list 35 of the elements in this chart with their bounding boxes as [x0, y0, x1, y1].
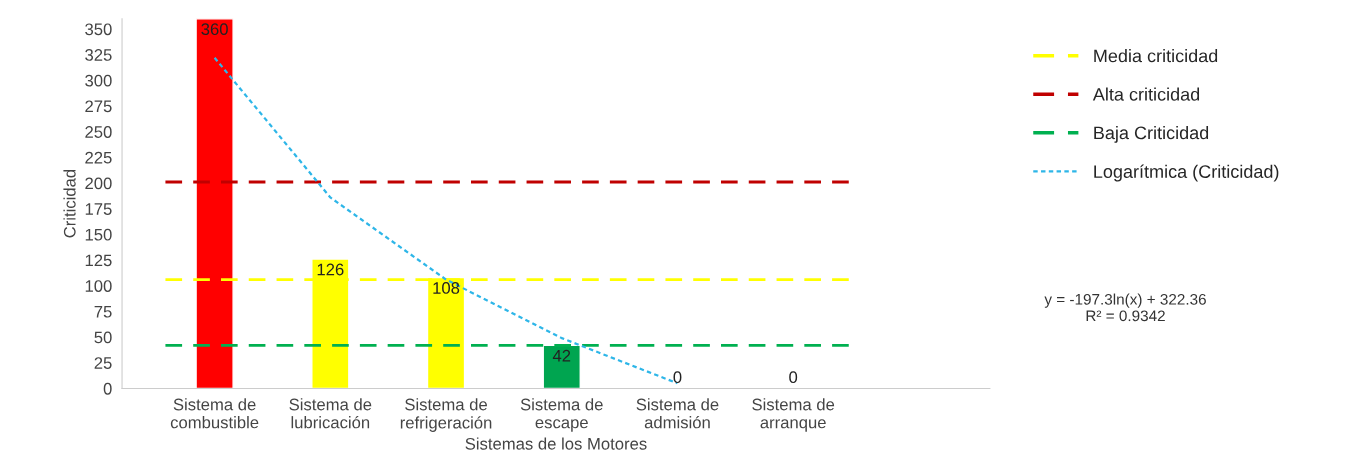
x-tick-label: Sistema de refrigeración	[400, 398, 492, 432]
y-tick-label: 0	[103, 382, 112, 395]
x-tick-label: Sistema de escape	[520, 398, 603, 432]
legend-label: Baja Criticidad	[1094, 126, 1209, 143]
x-tick-label: Sistema de lubricación	[289, 398, 372, 429]
y-tick-label: 25	[94, 357, 112, 369]
data-label: 0	[789, 371, 798, 384]
y-tick-label: 250	[85, 126, 112, 138]
y-tick-label: 300	[85, 74, 112, 87]
y-tick-label: 75	[94, 305, 112, 318]
legend-label: Alta criticidad	[1092, 87, 1200, 101]
data-label: 126	[317, 263, 344, 276]
y-tick-label: 225	[85, 151, 112, 164]
x-tick-label: Sistema de arranque	[752, 398, 835, 432]
legend-label: Logarítmica (Criticidad)	[1094, 164, 1279, 182]
legend-label: Media criticidad	[1094, 49, 1218, 63]
text: y = -197.3ln(x) + 322.36 R² = 0.9342	[1044, 293, 1206, 322]
y-tick-label: 50	[94, 331, 112, 344]
y-axis-title: Criticidad	[63, 169, 76, 238]
y-tick-label: 200	[85, 177, 112, 190]
y-tick-label: 100	[85, 280, 112, 292]
data-label: 0	[673, 371, 682, 384]
y-tick-label: 350	[85, 23, 112, 36]
x-tick-label: Sistema de combustible	[170, 398, 259, 429]
x-tick-label: Sistema de admisión	[636, 398, 719, 429]
y-tick-label: 175	[85, 203, 112, 215]
x-axis-title: Sistemas de los Motores	[465, 437, 647, 450]
y-tick-label: 275	[85, 100, 112, 113]
bar	[195, 18, 234, 389]
data-label: 42	[552, 349, 571, 362]
y-tick-label: 325	[85, 49, 112, 61]
y-tick-label: 125	[85, 254, 112, 267]
data-label: 360	[201, 23, 228, 36]
y-tick-label: 150	[85, 228, 112, 241]
data-label: 108	[433, 282, 460, 294]
